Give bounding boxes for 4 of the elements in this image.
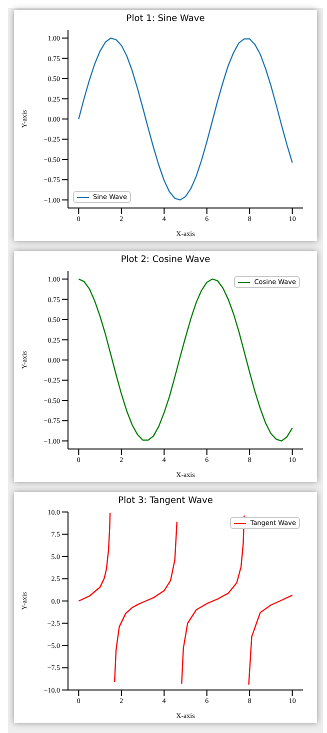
chart-title: Plot 3: Tangent Wave: [117, 496, 214, 508]
chart-title: Plot 1: Sine Wave: [125, 14, 206, 26]
line-series: [78, 37, 293, 201]
chart-title: Plot 2: Cosine Wave: [120, 255, 212, 267]
